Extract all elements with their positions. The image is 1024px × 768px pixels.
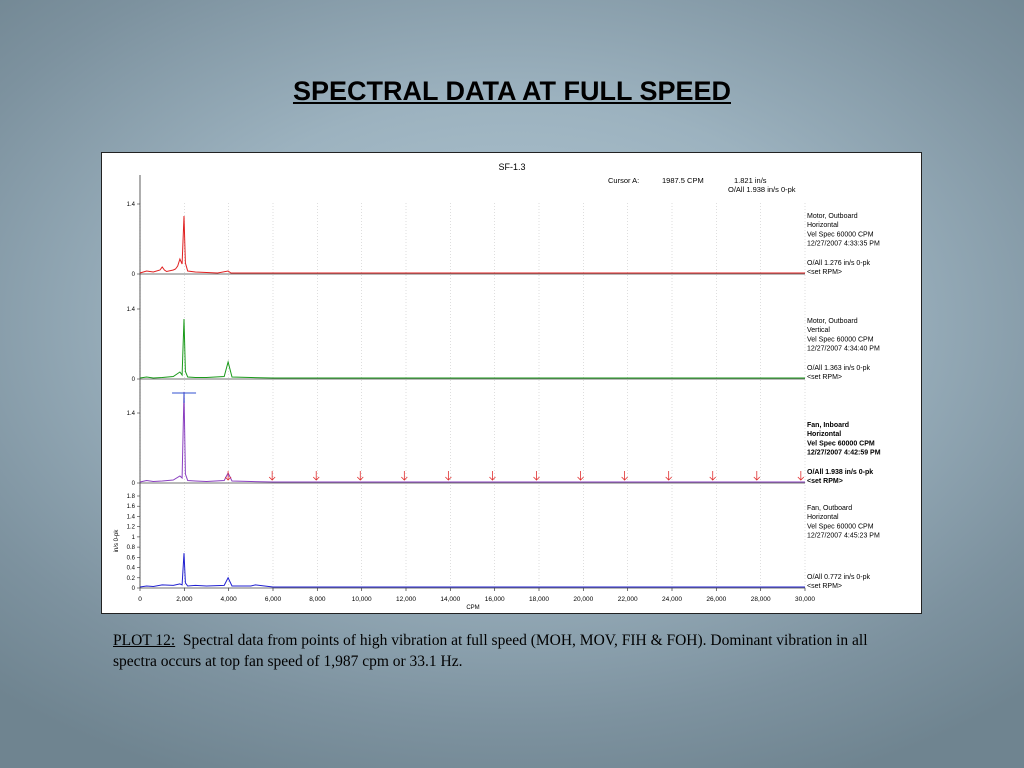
y-axis-label: in/s 0-pk (114, 529, 120, 553)
series-label: <set RPM> (807, 478, 843, 485)
harmonic-marker (621, 471, 628, 481)
series-label: O/All 1.276 in/s 0-pk (807, 260, 871, 267)
series-label: 12/27/2007 4:45:23 PM (807, 533, 880, 540)
series-label: Motor, Outboard (807, 213, 858, 220)
x-tick-label: 22,000 (618, 596, 638, 603)
series-label: 12/27/2007 4:42:59 PM (807, 450, 881, 457)
harmonic-marker (312, 471, 320, 481)
x-axis-label: CPM (466, 605, 479, 611)
x-tick-label: 2,000 (176, 596, 193, 603)
x-tick-label: 10,000 (352, 596, 372, 603)
series-label: Fan, Outboard (807, 505, 852, 512)
series-line (139, 318, 805, 379)
x-tick-label: 30,000 (795, 596, 815, 603)
spectral-chart: SF-1.3 Cursor A: 1987.5 CPM 1.821 in/s O… (101, 152, 922, 614)
spectral-chart-svg: SF-1.3 Cursor A: 1987.5 CPM 1.821 in/s O… (114, 162, 881, 611)
series-label: 12/27/2007 4:33:35 PM (807, 241, 880, 248)
series-label: Horizontal (807, 222, 839, 229)
x-tick-label: 0 (138, 596, 142, 603)
harmonic-marker (401, 471, 408, 481)
harmonic-marker (533, 471, 540, 481)
series-label: O/All 0.772 in/s 0-pk (807, 574, 871, 581)
cursor-label: Cursor A: (608, 176, 639, 185)
series-label: Fan, Inboard (807, 422, 849, 429)
x-tick-label: 6,000 (265, 596, 282, 603)
x-tick-label: 28,000 (751, 596, 771, 603)
x-tick-label: 18,000 (529, 596, 549, 603)
harmonic-marker (224, 471, 232, 481)
harmonic-marker (753, 471, 761, 481)
series-label: Vel Spec 60000 CPM (807, 440, 875, 447)
y-tick-label: 0.2 (127, 576, 136, 582)
cursor-overall: O/All 1.938 in/s 0-pk (728, 185, 796, 194)
cursor-cpm: 1987.5 CPM (662, 176, 704, 185)
x-tick-label: 14,000 (440, 596, 460, 603)
y-tick-label: 1.2 (127, 525, 136, 531)
y-tick-label: 0 (132, 377, 136, 383)
y-tick-label: 1.4 (127, 202, 136, 208)
series-label: Vel Spec 60000 CPM (807, 336, 874, 343)
series-line (139, 215, 805, 274)
harmonic-marker (489, 471, 496, 481)
x-tick-label: 4,000 (221, 596, 238, 603)
caption-label: PLOT 12: (113, 632, 176, 649)
y-tick-label: 0.4 (127, 566, 136, 572)
series-label: Horizontal (807, 431, 841, 438)
plot-caption: PLOT 12: Spectral data from points of hi… (113, 630, 913, 672)
y-tick-label: 1.6 (127, 504, 136, 510)
series-label: Motor, Outboard (807, 318, 858, 325)
series-label: Horizontal (807, 514, 839, 521)
cursor-value: 1.821 in/s (734, 176, 767, 185)
series-label: Vel Spec 60000 CPM (807, 523, 874, 530)
y-tick-label: 0.6 (127, 555, 136, 561)
series-line (139, 553, 805, 588)
y-tick-label: 1.8 (127, 494, 136, 500)
caption-text: Spectral data from points of high vibrat… (113, 632, 868, 670)
harmonic-marker (665, 471, 672, 481)
series-line (139, 391, 805, 483)
y-tick-label: 0 (132, 481, 136, 487)
series-label: O/All 1.363 in/s 0-pk (807, 365, 871, 372)
x-tick-label: 16,000 (485, 596, 505, 603)
series-label: 12/27/2007 4:34:40 PM (807, 346, 880, 353)
x-tick-label: 8,000 (309, 596, 326, 603)
y-tick-label: 1.4 (127, 514, 136, 520)
x-tick-label: 20,000 (573, 596, 593, 603)
y-tick-label: 0.8 (127, 545, 136, 551)
harmonic-marker (445, 471, 452, 481)
x-tick-label: 12,000 (396, 596, 416, 603)
series-label: Vel Spec 60000 CPM (807, 231, 874, 238)
harmonic-marker (709, 471, 717, 481)
series-label: <set RPM> (807, 269, 842, 276)
y-tick-label: 0 (132, 586, 136, 592)
harmonic-marker (577, 471, 584, 481)
x-tick-label: 24,000 (662, 596, 682, 603)
series-label: <set RPM> (807, 374, 842, 381)
chart-title: SF-1.3 (498, 162, 525, 172)
harmonic-marker (356, 471, 364, 481)
series-label: Vertical (807, 327, 830, 334)
y-tick-label: 1.4 (127, 411, 136, 417)
x-tick-label: 26,000 (706, 596, 726, 603)
slide-title: SPECTRAL DATA AT FULL SPEED (292, 76, 731, 106)
series-label: <set RPM> (807, 583, 842, 590)
y-tick-label: 1.4 (127, 307, 136, 313)
harmonic-marker (268, 471, 276, 481)
series-label: O/All 1.938 in/s 0-pk (807, 469, 873, 476)
y-tick-label: 0 (132, 272, 136, 278)
y-tick-label: 1 (132, 535, 136, 541)
harmonic-marker (797, 471, 805, 481)
